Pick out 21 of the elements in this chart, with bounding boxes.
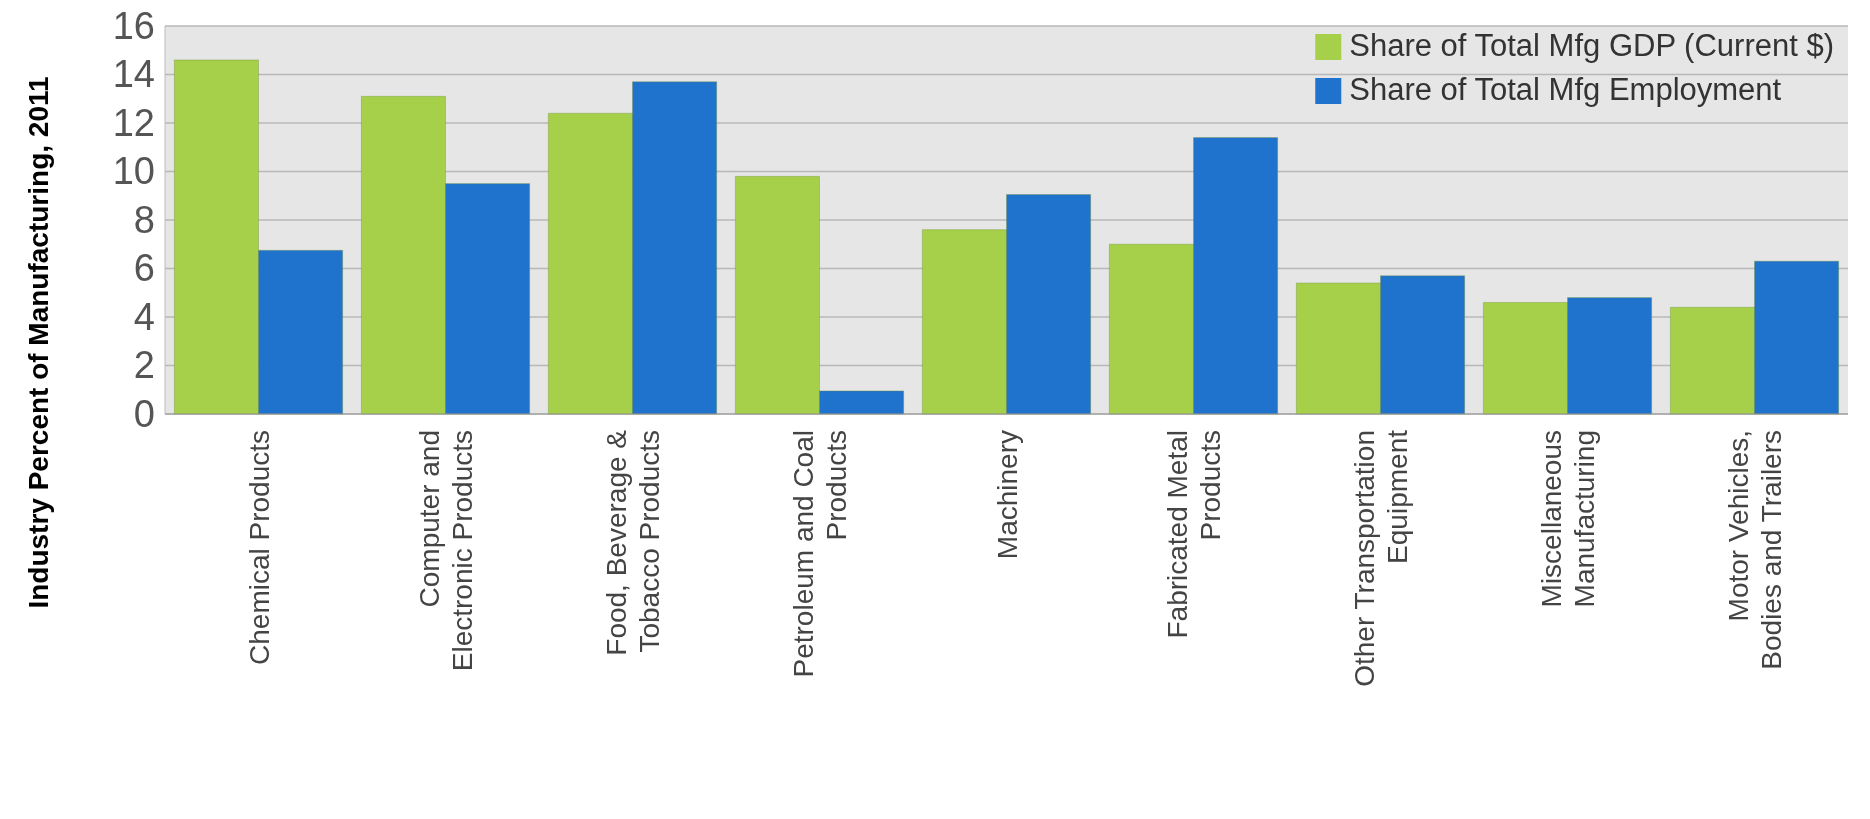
x-tick-label: Motor Vehicles, Bodies and Trailers <box>1723 430 1787 670</box>
y-tick-label: 4 <box>133 295 155 338</box>
x-tick-label: Food, Beverage & Tobacco Products <box>601 429 665 656</box>
y-tick-label: 6 <box>133 247 155 290</box>
legend-label: Share of Total Mfg Employment <box>1349 72 1782 107</box>
x-tick-label: Miscellaneous Manufacturing <box>1536 430 1600 608</box>
x-tick-label: Petroleum and Coal Products <box>788 430 852 678</box>
x-tick-label: Other Transportation Equipment <box>1349 429 1413 687</box>
y-tick-label: 10 <box>112 150 155 193</box>
y-tick-label: 2 <box>133 344 155 387</box>
y-tick-label: 14 <box>112 53 155 96</box>
x-tick-label: Machinery <box>991 430 1023 560</box>
x-tick-label: Chemical Products <box>243 430 275 665</box>
x-tick-label: Computer and Electronic Products <box>414 430 478 672</box>
y-tick-label: 16 <box>112 4 155 47</box>
y-axis-title: Industry Percent of Manufacturing, 2011 <box>23 76 54 609</box>
y-tick-label: 12 <box>112 101 155 144</box>
y-tick-label: 8 <box>133 198 155 241</box>
legend-label: Share of Total Mfg GDP (Current $) <box>1349 28 1834 63</box>
y-tick-label: 0 <box>133 392 155 435</box>
x-tick-label: Fabricated Metal Products <box>1162 430 1226 639</box>
